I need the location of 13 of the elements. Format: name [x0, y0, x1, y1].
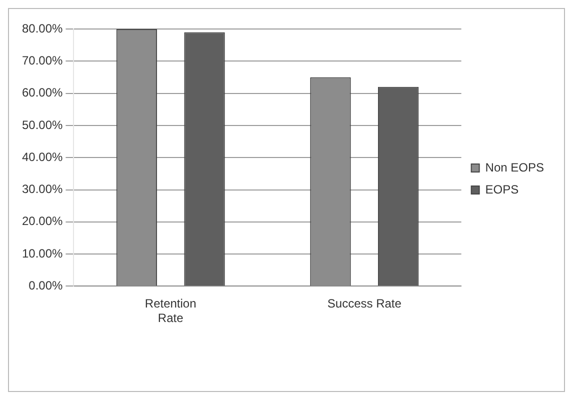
- x-tick-label: Success Rate: [327, 296, 402, 311]
- y-tick-label: 0.00%: [28, 278, 64, 293]
- y-tick-label: 10.00%: [22, 246, 64, 260]
- legend-label: EOPS: [485, 182, 519, 196]
- y-tick-label: 80.00%: [22, 21, 64, 36]
- y-tick-label: 70.00%: [22, 53, 64, 68]
- y-tick-label: 40.00%: [22, 150, 64, 164]
- legend-label: Non EOPS: [485, 160, 544, 174]
- y-tick-label: 30.00%: [22, 182, 64, 196]
- x-tick-label: Retention Rate: [144, 296, 196, 326]
- y-tick-label: 20.00%: [22, 214, 64, 228]
- y-tick-label: 50.00%: [22, 118, 64, 132]
- y-tick-label: 60.00%: [22, 86, 64, 100]
